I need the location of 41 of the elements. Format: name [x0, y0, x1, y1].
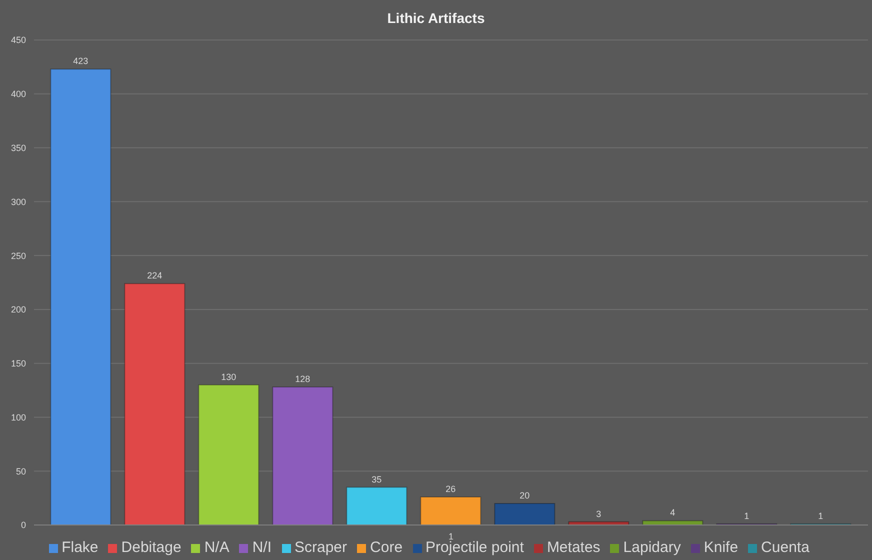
bar	[198, 384, 260, 525]
bar	[494, 502, 556, 525]
data-label: 20	[520, 490, 530, 500]
legend-label: Cuenta	[761, 539, 810, 556]
legend-label: Debitage	[121, 539, 182, 556]
y-tick-label: 450	[10, 35, 26, 46]
legend-label: Projectile point	[426, 539, 524, 556]
legend-label: Lapidary	[623, 539, 681, 556]
data-label: 1	[744, 510, 750, 521]
data-label: 4	[670, 508, 676, 518]
legend-label: Metates	[546, 539, 600, 556]
legend-label: Knife	[704, 539, 738, 556]
data-label: 35	[372, 474, 382, 484]
data-label: 26	[446, 484, 456, 494]
bar	[642, 520, 704, 525]
data-label: 130	[221, 372, 236, 382]
y-tick-label: 200	[10, 304, 26, 315]
y-tick-label: 100	[10, 412, 26, 422]
data-label: 1	[818, 510, 824, 521]
bar	[346, 486, 408, 525]
legend-label: Flake	[62, 539, 98, 556]
y-tick-label: 400	[10, 89, 26, 100]
data-label: 3	[596, 508, 602, 519]
y-tick-label: 150	[10, 358, 26, 369]
bar	[50, 68, 112, 525]
data-label: 423	[73, 56, 88, 66]
y-tick-label: 300	[10, 196, 26, 207]
y-tick-label: 50	[16, 466, 26, 476]
data-label: 128	[295, 374, 310, 384]
y-tick-label: 350	[10, 142, 26, 153]
legend-label: N/A	[204, 539, 230, 556]
y-tick-label: 250	[10, 250, 26, 261]
legend-label: N/I	[252, 539, 272, 556]
data-label: 224	[147, 270, 162, 281]
bar	[420, 496, 482, 525]
chart-title: Lithic Artifacts	[386, 10, 486, 26]
y-tick-label: 0	[20, 520, 26, 530]
bar	[272, 386, 334, 525]
bar	[124, 283, 186, 525]
legend-label: Core	[370, 539, 403, 556]
legend-label: Scraper	[294, 539, 348, 556]
